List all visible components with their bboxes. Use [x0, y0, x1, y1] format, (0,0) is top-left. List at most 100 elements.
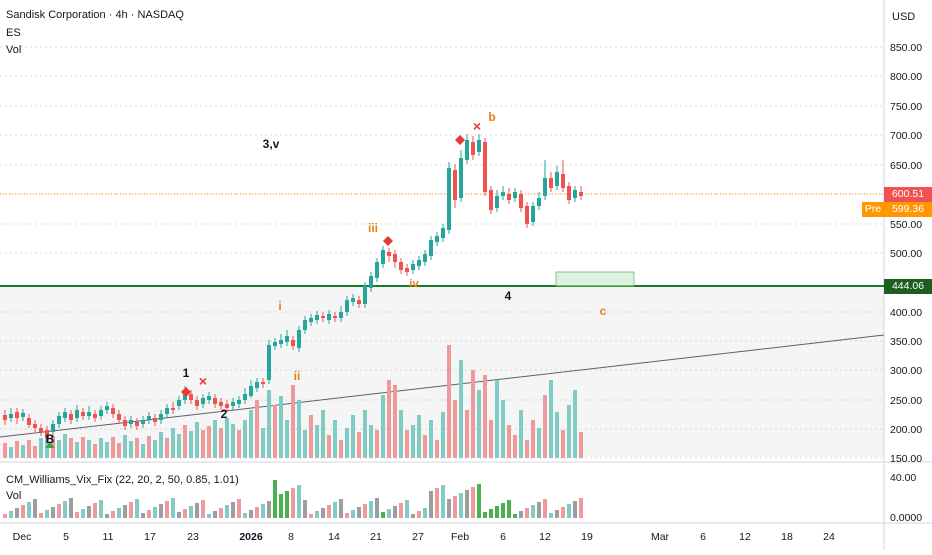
- vix-fix-bar: [489, 509, 493, 518]
- vix-fix-bar: [453, 496, 457, 518]
- volume-bar: [387, 380, 391, 458]
- time-axis-label: Feb: [451, 531, 469, 543]
- price-scale-label: 650.00: [890, 160, 922, 172]
- candle-body: [459, 158, 463, 198]
- candle-body: [75, 410, 79, 418]
- time-axis-label: 23: [187, 531, 199, 543]
- price-scale-label: 550.00: [890, 219, 922, 231]
- candle-body: [549, 178, 553, 188]
- volume-bar: [405, 430, 409, 458]
- candle-body: [303, 320, 307, 330]
- candle-body: [165, 408, 169, 414]
- indicator-volume-label[interactable]: Vol: [6, 490, 22, 502]
- candle-body: [387, 252, 391, 256]
- vix-fix-bar: [171, 498, 175, 518]
- candle-body: [297, 330, 301, 348]
- vix-fix-bar: [9, 511, 13, 518]
- volume-bar: [327, 435, 331, 458]
- candle-body: [117, 414, 121, 420]
- time-axis-label: 12: [739, 531, 751, 543]
- volume-bar: [165, 438, 169, 458]
- candle-body: [201, 398, 205, 404]
- candle-body: [489, 190, 493, 210]
- time-axis-label: 12: [539, 531, 551, 543]
- vix-fix-bar: [153, 507, 157, 518]
- vix-fix-bar: [297, 485, 301, 518]
- volume-bar: [579, 432, 583, 458]
- candle-body: [255, 382, 259, 388]
- wave-label-3v: 3,v: [263, 137, 280, 151]
- vix-fix-bar: [93, 503, 97, 518]
- volume-bar: [225, 418, 229, 458]
- candle-body: [219, 402, 223, 406]
- candle-body: [495, 196, 499, 208]
- indicator-scale-label: 0.0000: [890, 512, 922, 524]
- volume-bar: [411, 425, 415, 458]
- volume-bar: [573, 390, 577, 458]
- indicator-title[interactable]: CM_Williams_Vix_Fix (22, 20, 2, 50, 0.85…: [6, 474, 239, 486]
- vix-fix-bar: [423, 508, 427, 518]
- volume-bar: [255, 400, 259, 458]
- vix-fix-bar: [141, 513, 145, 518]
- volume-bar: [201, 430, 205, 458]
- vix-fix-bar: [495, 506, 499, 518]
- volume-bar: [501, 400, 505, 458]
- vix-fix-bar: [69, 498, 73, 518]
- wave-label-2: 2: [221, 407, 228, 421]
- candle-body: [327, 314, 331, 320]
- vix-fix-bar: [117, 508, 121, 518]
- vix-fix-bar: [21, 505, 25, 518]
- vix-fix-bar: [51, 507, 55, 518]
- vix-fix-bar: [105, 514, 109, 518]
- time-axis-label: 27: [412, 531, 424, 543]
- es-series-label[interactable]: ES: [6, 27, 21, 39]
- vix-fix-bar: [327, 505, 331, 518]
- price-scale-label: 750.00: [890, 101, 922, 113]
- candle-body: [555, 172, 559, 186]
- volume-label[interactable]: Vol: [6, 44, 22, 56]
- volume-bar: [375, 430, 379, 458]
- volume-bar: [195, 422, 199, 458]
- symbol-title[interactable]: Sandisk Corporation · 4h · NASDAQ: [6, 9, 184, 21]
- time-axis-label: Mar: [651, 531, 670, 543]
- volume-bar: [279, 396, 283, 458]
- volume-bar: [45, 430, 49, 458]
- candle-body: [21, 413, 25, 417]
- vix-fix-bar: [417, 511, 421, 518]
- candle-body: [405, 268, 409, 272]
- candle-body: [543, 178, 547, 196]
- candle-body: [129, 420, 133, 424]
- vix-fix-bar: [303, 500, 307, 518]
- candle-body: [423, 254, 427, 262]
- vix-fix-bar: [519, 511, 523, 518]
- currency-label[interactable]: USD: [892, 11, 916, 23]
- volume-bar: [9, 447, 13, 458]
- vix-fix-bar: [315, 511, 319, 518]
- volume-bar: [27, 440, 31, 458]
- volume-bar: [315, 425, 319, 458]
- candle-body: [213, 398, 217, 404]
- volume-bar: [453, 400, 457, 458]
- candle-body: [525, 206, 529, 224]
- candle-body: [399, 262, 403, 270]
- last-price-tag: 600.51: [884, 187, 932, 202]
- volume-bar: [447, 345, 451, 458]
- vix-fix-bar: [285, 491, 289, 518]
- volume-bar: [507, 425, 511, 458]
- vix-fix-bar: [387, 509, 391, 518]
- volume-bar: [189, 431, 193, 458]
- candle-body: [309, 318, 313, 322]
- volume-bar: [141, 444, 145, 458]
- candle-body: [381, 250, 385, 264]
- candle-body: [63, 412, 67, 418]
- candle-body: [351, 298, 355, 302]
- volume-bar: [441, 412, 445, 458]
- time-axis-label: 2026: [239, 531, 263, 543]
- candle-body: [141, 420, 145, 424]
- price-scale-label: 200.00: [890, 424, 922, 436]
- vix-fix-bar: [429, 491, 433, 518]
- volume-bar: [459, 360, 463, 458]
- volume-bar: [69, 438, 73, 458]
